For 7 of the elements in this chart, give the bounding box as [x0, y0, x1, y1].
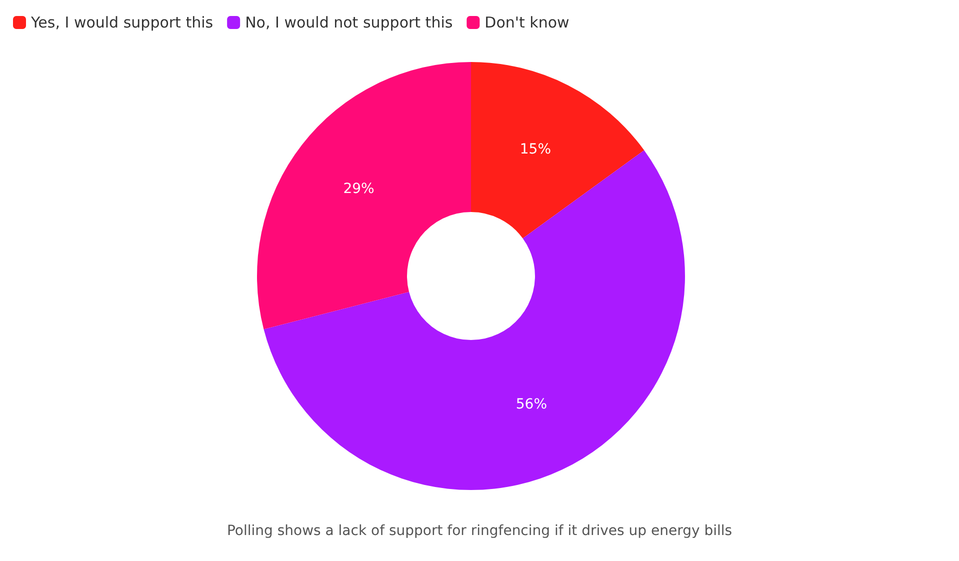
legend-label: No, I would not support this — [245, 14, 453, 32]
data-label: 56% — [516, 396, 548, 412]
legend-label: Yes, I would support this — [30, 14, 214, 32]
data-label: 15% — [520, 141, 552, 158]
legend-label: Don't know — [484, 14, 570, 32]
text: Polling shows a lack of support for ringfencing if it drives up energy bills — [226, 523, 732, 539]
data-label: 29% — [343, 180, 374, 197]
